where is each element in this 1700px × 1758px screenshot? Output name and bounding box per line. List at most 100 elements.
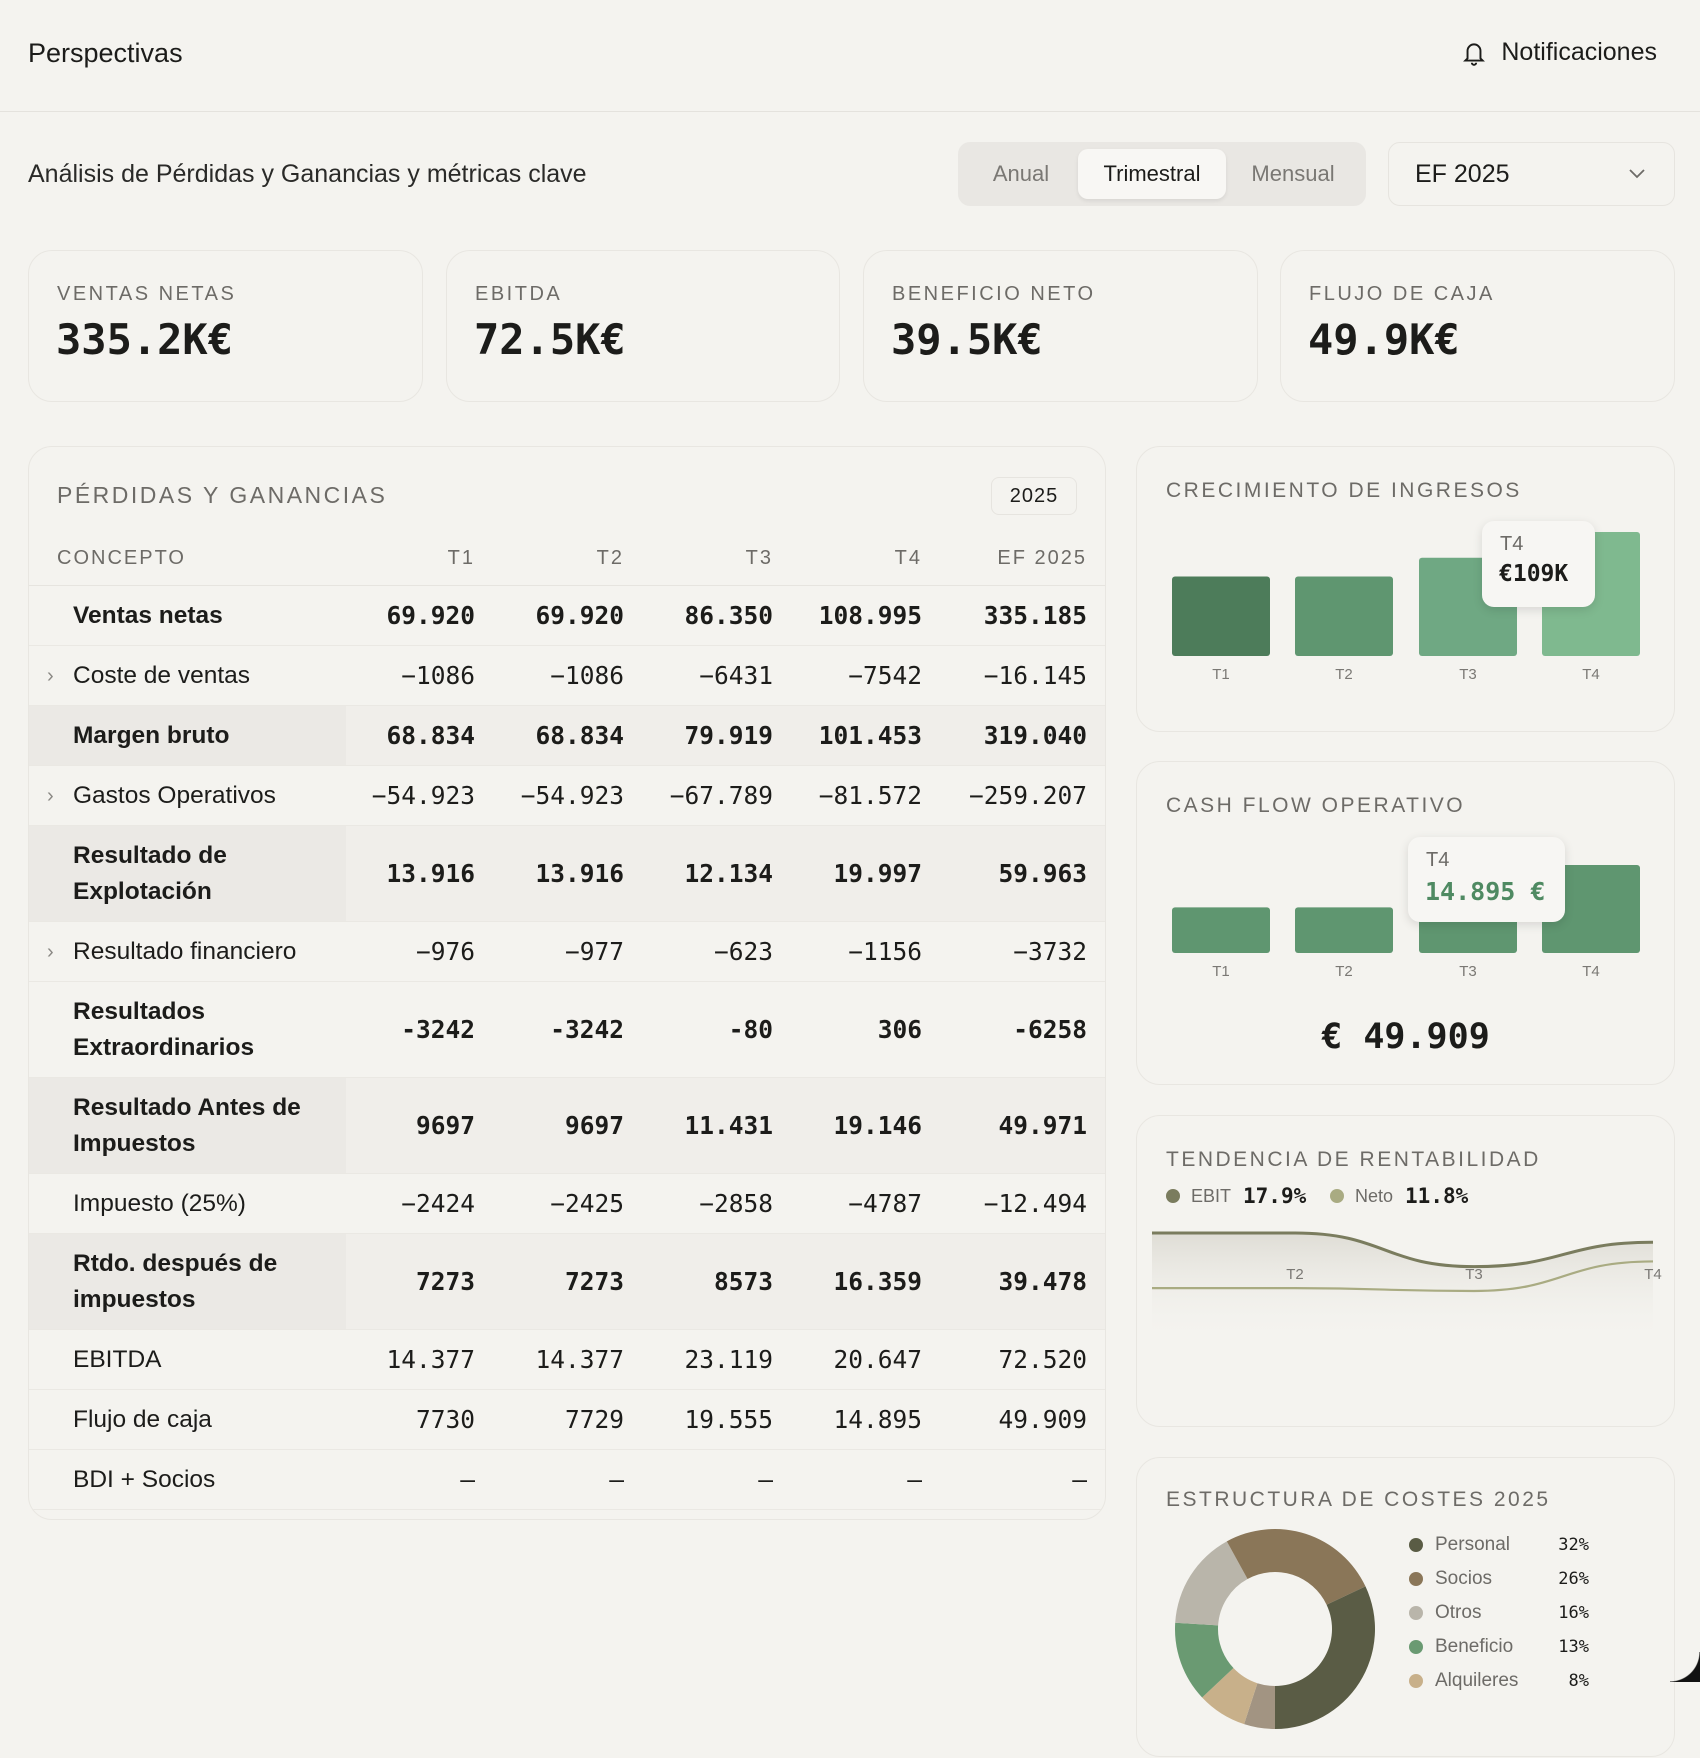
cell-t3: 19.555 [684,1405,773,1434]
cell-t2: 14.377 [535,1345,624,1374]
x-tick-label: T2 [1335,666,1353,683]
cell-t3: 79.919 [684,721,773,750]
cell-ef-2025: -6258 [1013,1015,1087,1044]
cell-t2: 9697 [564,1111,624,1140]
table-row[interactable]: › Coste de ventas −1086 −1086 −6431 −7542 −16.… [29,646,1105,706]
donut-slice-personal[interactable] [1275,1586,1375,1729]
row-label: Ventas netas [29,586,346,645]
period-segmented-control: Anual Trimestral Mensual [958,142,1366,206]
cell-t4: 306 [877,1015,922,1044]
cell-ef-2025: 72.520 [998,1345,1087,1374]
fiscal-year-select[interactable]: EF 2025 [1388,142,1675,206]
legend-dot [1330,1189,1344,1203]
legend-label: Personal [1435,1534,1510,1555]
table-row: Resultados Extraordinarios -3242 -3242 -80 3… [29,982,1105,1078]
period-tab-trimestral[interactable]: Trimestral [1078,149,1226,199]
legend-dot [1409,1572,1423,1586]
notifications-button[interactable]: Notificaciones [1461,38,1657,67]
kpi-value: 72.5K€ [474,315,626,364]
table-row[interactable]: › Resultado financiero −976 −977 −623 −1156 −3… [29,922,1105,982]
legend-dot [1166,1189,1180,1203]
profitability-trend-title: TENDENCIA DE RENTABILIDAD [1166,1148,1541,1171]
chevron-right-icon[interactable]: › [47,784,54,807]
period-tab-anual[interactable]: Anual [992,161,1050,186]
cell-t3: 8573 [713,1267,773,1296]
cell-ef-2025: 335.185 [983,601,1087,630]
table-row: EBITDA 14.377 14.377 23.119 20.647 72.520 [29,1330,1105,1390]
row-label-text: BDI + Socios [73,1465,216,1493]
row-label-text: Flujo de caja [73,1405,212,1433]
cell-t1: 68.834 [386,721,475,750]
row-label: › Coste de ventas [29,646,346,705]
legend-neto: Neto 11.8% [1330,1184,1468,1208]
kpi-card-ebitda: EBITDA 72.5K€ [446,250,840,402]
column-header-t1: T1 [447,547,475,569]
cell-t3: 86.350 [684,601,773,630]
bar-t4[interactable] [1542,865,1640,953]
cell-ef-2025: – [1072,1465,1087,1494]
cell-t4: 16.359 [833,1267,922,1296]
donut-slice-otros[interactable] [1175,1541,1248,1626]
column-header-concepto: CONCEPTO [57,547,186,569]
cell-ef-2025: 39.478 [998,1267,1087,1296]
legend-label: Neto [1355,1185,1394,1206]
cell-t1: 7730 [415,1405,475,1434]
row-label-text: Impuesto (25%) [73,1189,246,1217]
donut-slice-beneficio[interactable] [1175,1622,1234,1698]
cell-t4: −7542 [848,661,922,690]
cell-ef-2025: 59.963 [998,859,1087,888]
donut-slice-socios[interactable] [1226,1529,1366,1605]
bar-t1[interactable] [1172,576,1270,656]
column-header-t4: T4 [894,547,922,569]
legend-dot [1409,1640,1423,1654]
cell-t4: 19.146 [833,1111,922,1140]
top-header [0,0,1700,112]
legend-value: 17.9% [1243,1184,1307,1208]
page-subtitle: Análisis de Pérdidas y Ganancias y métri… [28,160,587,188]
cell-ef-2025: 49.971 [998,1111,1087,1140]
cell-t1: 7273 [415,1267,475,1296]
cell-ef-2025: −259.207 [968,781,1087,810]
chevron-right-icon[interactable]: › [47,940,54,963]
cash-flow-card: CASH FLOW OPERATIVO T4 14.895 € € 49.909… [1136,761,1675,1085]
table-row[interactable]: › Gastos Operativos −54.923 −54.923 −67.789 −… [29,766,1105,826]
cell-t4: 108.995 [818,601,922,630]
cell-t4: 14.895 [833,1405,922,1434]
period-tab-mensual[interactable]: Mensual [1251,161,1335,186]
cell-t2: −2425 [550,1189,624,1218]
x-tick-label: T1 [1212,963,1230,980]
cell-t2: 69.920 [535,601,624,630]
column-header-ef-2025: EF 2025 [997,547,1087,569]
row-label-text: Gastos Operativos [73,781,276,809]
x-tick-label: T4 [1582,963,1600,980]
x-tick-label: T2 [1335,963,1353,980]
kpi-card-beneficio-neto: BENEFICIO NETO 39.5K€ [863,250,1258,402]
row-label-text: Resultado de Explotación [73,841,227,905]
legend-label: Otros [1435,1602,1482,1623]
legend-value: 8% [1568,1671,1589,1691]
pnl-title: PÉRDIDAS Y GANANCIAS [57,482,388,508]
window-corner [1670,1652,1700,1682]
legend-dot [1409,1606,1423,1620]
x-tick-label: T1 [1212,666,1230,683]
kpi-card-ventas-netas: VENTAS NETAS 335.2K€ [28,250,423,402]
row-label: BDI + Socios [29,1450,346,1509]
cell-t1: 69.920 [386,601,475,630]
cell-ef-2025: −16.145 [983,661,1087,690]
cost-structure-card: ESTRUCTURA DE COSTES 2025 Personal 32% Soc… [1136,1457,1675,1757]
cell-t1: −1086 [401,661,475,690]
cell-t1: 14.377 [386,1345,475,1374]
row-label: EBITDA [29,1330,346,1389]
bar-t2[interactable] [1295,907,1393,953]
cell-t4: −81.572 [818,781,922,810]
table-row: Resultado de Explotación 13.916 13.916 12.1… [29,826,1105,922]
bar-t1[interactable] [1172,907,1270,953]
chevron-right-icon[interactable]: › [47,664,54,687]
bar-t2[interactable] [1295,576,1393,656]
legend-item-otros: Otros 16% [1409,1602,1589,1624]
row-label-text: Resultado financiero [73,937,297,965]
tooltip-label: T4 [1500,533,1524,555]
cell-t3: 23.119 [684,1345,773,1374]
cell-t1: −2424 [401,1189,475,1218]
legend-label: Alquileres [1435,1670,1519,1691]
